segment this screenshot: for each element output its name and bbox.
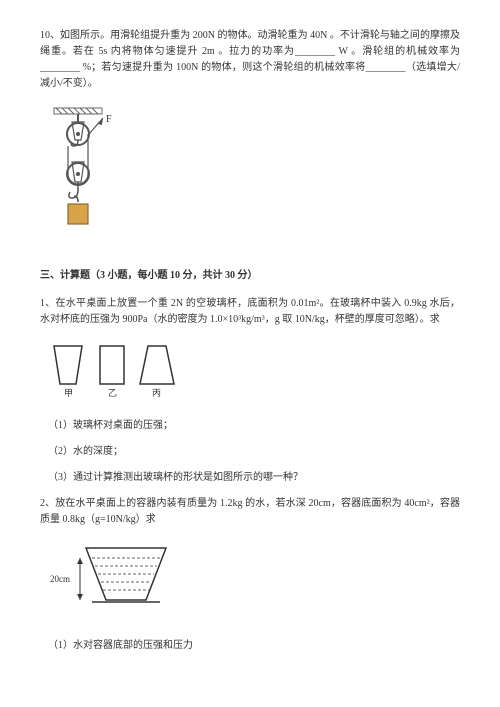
container-svg: 20cm — [48, 540, 188, 620]
q1-text: 1、在水平桌面上放置一个重 2N 的空玻璃杯，底面积为 0.01m²。在玻璃杯中… — [40, 296, 460, 328]
q2-text: 2、放在水平桌面上的容器内装有质量为 1.2kg 的水，若水深 20cm，容器底… — [40, 496, 460, 528]
q2-sub1: （1）水对容器底部的压强和压力 — [48, 638, 460, 654]
q1-sub2: （2）水的深度； — [48, 444, 460, 460]
container-figure: 20cm — [48, 540, 460, 626]
pulley-svg: F — [48, 104, 128, 244]
q1-sub1: （1）玻璃杯对桌面的压强； — [48, 418, 460, 434]
container-label: 20cm — [50, 574, 70, 584]
cup-label-jia: 甲 — [64, 388, 73, 398]
q1-sub3: （3）通过计算推测出玻璃杯的形状是如图所示的哪一种？ — [48, 470, 460, 486]
section3-title: 三、计算题（3 小题，每小题 10 分，共计 30 分） — [40, 268, 460, 284]
cup-label-bing: 丙 — [152, 388, 161, 398]
pulley-label-f: F — [106, 114, 112, 125]
q10-text: 10、如图所示。用滑轮组提升重为 200N 的物体。动滑轮重为 40N 。不计滑… — [40, 28, 460, 92]
cups-figure: 甲 乙 丙 — [48, 340, 460, 406]
cup-label-yi: 乙 — [108, 388, 117, 398]
cups-svg: 甲 乙 丙 — [48, 340, 198, 400]
pulley-figure: F — [48, 104, 460, 250]
